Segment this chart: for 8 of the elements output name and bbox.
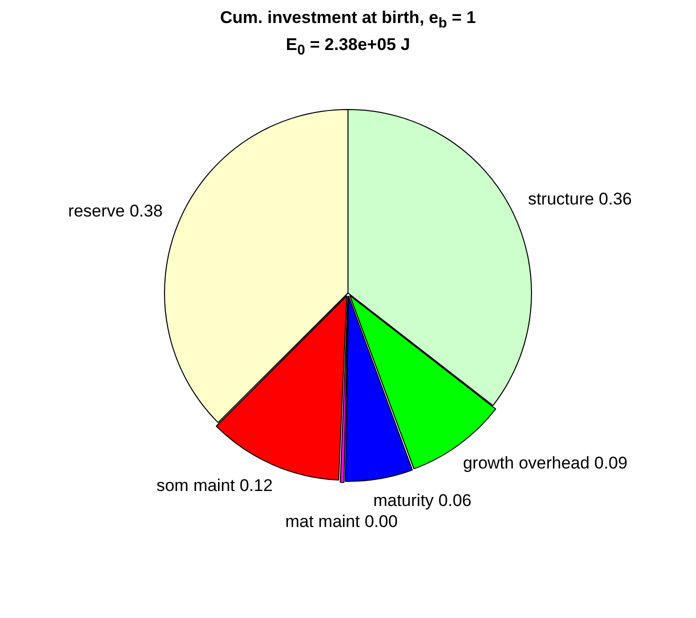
slice-label: maturity 0.06 — [373, 491, 472, 510]
slice-label: mat maint 0.00 — [285, 512, 398, 532]
slice-label: som maint 0.12 — [156, 476, 273, 495]
slice-label: growth overhead 0.09 — [462, 453, 628, 472]
chart-subtitle: E$_{0}$ = 2.38e+05 J — [284, 35, 412, 59]
chart-title: Cum. investment at birth, e$_{b}$ = 1 — [219, 8, 477, 32]
slice-label: reserve 0.38 — [68, 201, 163, 220]
slice-label: structure 0.36 — [528, 189, 632, 208]
